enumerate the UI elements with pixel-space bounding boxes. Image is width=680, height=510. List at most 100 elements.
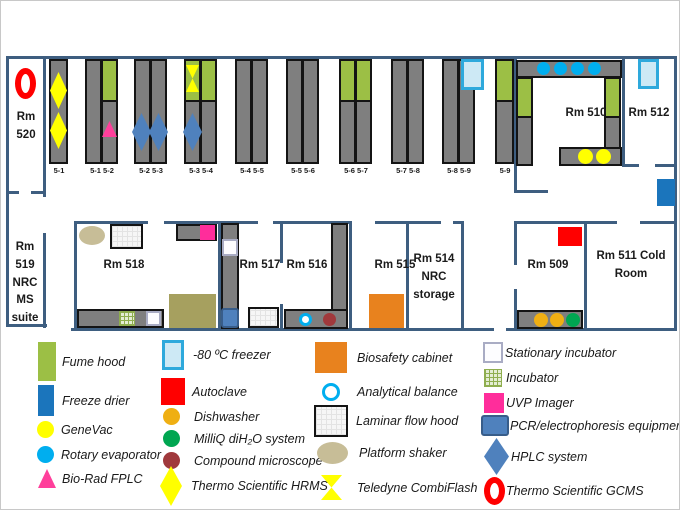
teledyne-combiflash-icon: [186, 65, 199, 92]
wall-rm512-bottom-left: [622, 164, 639, 167]
biosafety-cabinet-icon: [315, 342, 347, 373]
legend-item-bio-rad-fplc: Bio-Rad FPLC: [38, 469, 183, 488]
room-label-rm515: Rm 515: [374, 259, 416, 271]
legend-item-laminar-flow-hood: Laminar flow hood: [314, 405, 474, 437]
legend-label: Rotary evaporator: [61, 447, 162, 462]
legend-item-pcr-electrophoresis: PCR/electrophoresis equipment: [481, 415, 679, 436]
milliq-system-icon: [566, 313, 580, 327]
legend-label: UVP Imager: [506, 396, 574, 410]
analytical-balance-icon: [299, 313, 312, 326]
rotary-evaporator-icon: [571, 62, 584, 75]
legend-item-platform-shaker: Platform shaker: [317, 442, 477, 464]
wall-rm518-top-left: [75, 221, 148, 224]
platform-shaker-large: [169, 294, 216, 328]
hplc-system-icon: [132, 113, 151, 151]
genevac-icon: [37, 421, 54, 438]
dishwasher-icon: [163, 408, 180, 425]
uvp-imager-icon: [484, 393, 504, 413]
wall-rm519-bottom: [6, 324, 47, 327]
wall-rm509-511-divider: [584, 221, 587, 331]
legend-label: Biosafety cabinet: [357, 350, 453, 365]
legend-item-thermo-gcms: Thermo Scientific GCMS: [484, 477, 674, 505]
room-label-rm518: Rm 518: [103, 259, 145, 271]
autoclave-icon: [161, 378, 185, 405]
room-label-rm510: Rm 510: [565, 107, 607, 119]
legend-item-hplc-system: HPLC system: [484, 438, 674, 475]
wall-outer-top: [6, 56, 677, 59]
bench-5-6: [302, 59, 319, 164]
stationary-incubator-icon: [483, 342, 503, 363]
dishwasher-icon: [550, 313, 564, 327]
legend-item-biosafety-cabinet: Biosafety cabinet: [315, 342, 475, 373]
wall-rm512-bottom-right: [655, 164, 677, 167]
legend-label: Thermo Scientific HRMS: [191, 479, 328, 493]
wall-rm518-517-top: [164, 221, 258, 224]
fume-hood: [516, 77, 533, 118]
teledyne-combiflash-icon: [321, 475, 342, 500]
rotary-evaporator-icon: [37, 446, 54, 463]
freeze-drier-icon: [38, 385, 54, 416]
legend-label: Thermo Scientific GCMS: [506, 484, 644, 498]
room-label-rm517: Rm 517: [239, 259, 281, 271]
room-label-rm509: Rm 509: [527, 259, 569, 271]
fume-hood: [200, 59, 217, 102]
bench-label: 5-1 5-2: [90, 166, 114, 175]
hplc-system-icon: [183, 113, 202, 151]
analytical-balance-icon: [322, 383, 340, 401]
legend-label: Laminar flow hood: [356, 414, 459, 428]
platform-shaker-icon: [317, 442, 348, 464]
minus-80c-freezer-icon: [162, 340, 184, 370]
laminar-flow-hood-icon: [314, 405, 348, 437]
room-label-rm516: Rm 516: [286, 259, 328, 271]
room-label-rm519: Rm 519 NRC MS suite: [11, 241, 39, 325]
wall-rm511-top-right: [640, 221, 677, 224]
stationary-incubator: [146, 311, 161, 326]
genevac-icon: [578, 149, 593, 164]
legend-label: Platform shaker: [359, 446, 447, 460]
wall-rm509-left-bottom: [514, 289, 517, 331]
room-label-rm511: Rm 511 Cold Room: [596, 250, 666, 280]
bench-5-5: [251, 59, 268, 164]
fume-hood: [355, 59, 372, 102]
legend-item-teledyne-combiflash: Teledyne CombiFlash: [321, 475, 486, 500]
legend-label: Freeze drier: [62, 393, 130, 408]
bench-label: 5-9: [499, 166, 511, 175]
thermo-hrms-icon: [50, 72, 67, 109]
legend-label: Autoclave: [192, 384, 247, 399]
bench-5-5b: [286, 59, 303, 164]
legend-label: Bio-Rad FPLC: [62, 471, 143, 486]
compound-microscope-icon: [163, 452, 180, 469]
bench-5-7b: [391, 59, 408, 164]
hplc-system-icon: [149, 113, 168, 151]
wall-rm519-right: [43, 233, 46, 328]
wall-rm517-516-divider-bottom: [280, 304, 283, 331]
legend-label: -80 ºC freezer: [193, 348, 271, 362]
legend-item-autoclave: Autoclave: [161, 378, 311, 405]
dishwasher-icon: [534, 313, 548, 327]
legend-label: Fume hood: [62, 354, 126, 369]
biosafety-cabinet: [369, 294, 404, 328]
legend-label: Dishwasher: [194, 409, 260, 424]
wall-rm516-top: [273, 221, 351, 224]
legend-label: HPLC system: [511, 449, 588, 464]
room-label-rm512: Rm 512: [628, 107, 670, 119]
incubator: [119, 311, 135, 326]
thermo-gcms-icon: [484, 477, 505, 505]
thermo-gcms-icon: [15, 68, 36, 99]
wall-rm509-left-top: [514, 221, 517, 265]
laminar-flow-hood: [248, 307, 279, 328]
bench-label: 5-3 5-4: [189, 166, 213, 175]
legend-item-stationary-incubator: Stationary incubator: [483, 342, 673, 363]
stationary-incubator: [222, 239, 238, 256]
bench-label: 5-7 5-8: [396, 166, 420, 175]
wall-rm514-right: [461, 221, 464, 331]
bench-rm516-horizontal: [284, 309, 348, 329]
room-label-rm514: Rm 514 NRC storage: [413, 253, 455, 301]
pcr-electrophoresis-icon: [481, 415, 509, 436]
freeze-drier: [657, 179, 675, 206]
laminar-flow-hood: [110, 224, 143, 249]
legend-item-fume-hood: Fume hood: [38, 342, 183, 381]
legend-item-80c-freezer: -80 ºC freezer: [162, 340, 312, 370]
bio-rad-fplc-icon: [38, 469, 56, 488]
